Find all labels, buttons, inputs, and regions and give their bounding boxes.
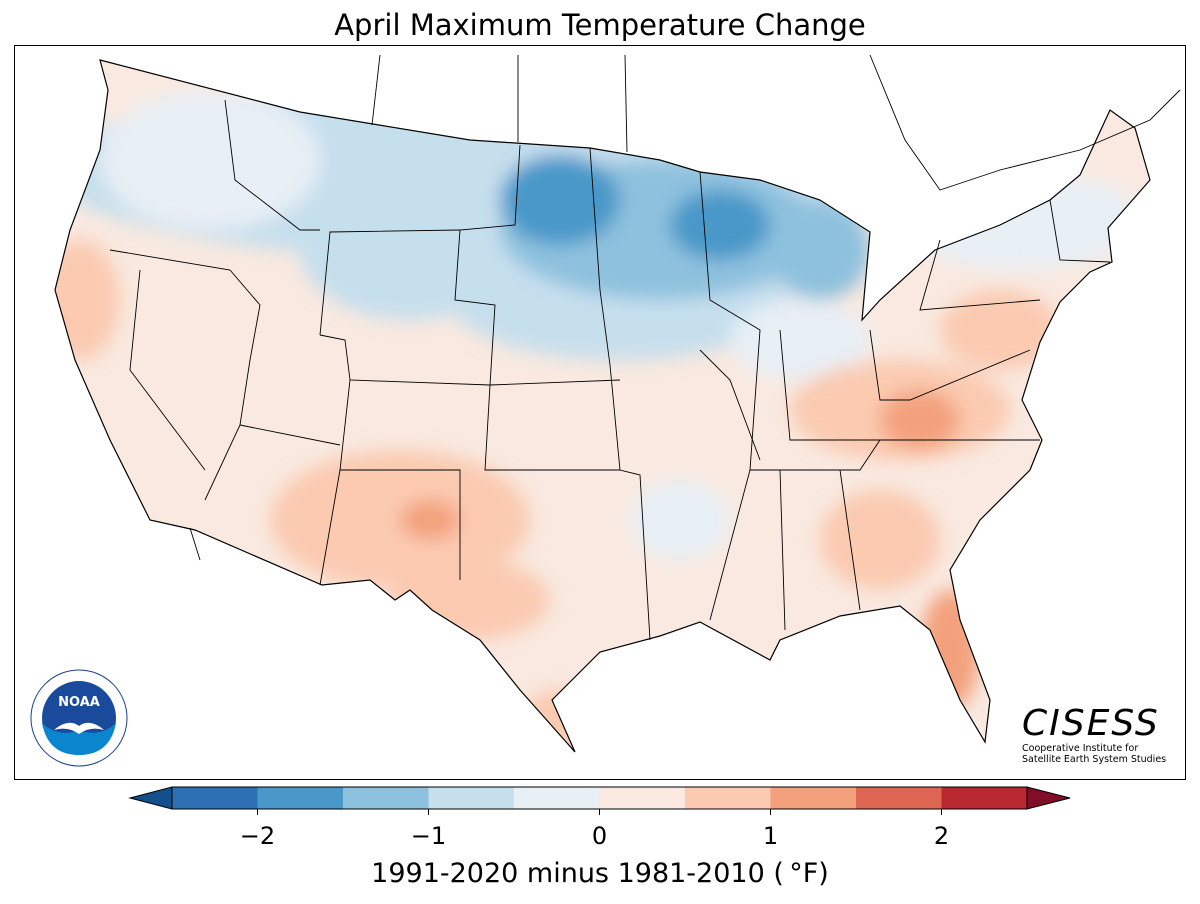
cisess-wordmark: CISESS bbox=[1022, 703, 1160, 744]
map-frame bbox=[14, 45, 1186, 780]
colorbar-tick-label: 1 bbox=[762, 822, 779, 850]
colorbar-bin bbox=[172, 787, 258, 809]
canada-mexico-outlines bbox=[189, 54, 1181, 561]
cisess-logo: CISESS Cooperative Institute for Satelli… bbox=[1022, 703, 1167, 766]
map-title: April Maximum Temperature Change bbox=[334, 8, 866, 42]
state-borders bbox=[109, 99, 1111, 641]
colorbar-bin bbox=[343, 787, 429, 809]
colorbar-tick-label: −1 bbox=[410, 822, 447, 850]
colorbar-tick-label: 2 bbox=[933, 822, 950, 850]
colorbar-bin bbox=[685, 787, 771, 809]
colorbar-tick-label: 0 bbox=[591, 822, 608, 850]
colorbar-bin bbox=[770, 787, 857, 809]
colorbar-bin bbox=[599, 787, 686, 809]
cisess-line1: Cooperative Institute for bbox=[1022, 743, 1139, 754]
colorbar-over-arrow bbox=[1026, 786, 1071, 810]
colorbar-under-arrow bbox=[128, 786, 173, 810]
colorbar-tick-label: −2 bbox=[239, 822, 276, 850]
colorbar-bin bbox=[941, 787, 1028, 809]
colorbar-label: 1991-2020 minus 1981-2010 ( °F) bbox=[371, 858, 829, 889]
cisess-line2: Satellite Earth System Studies bbox=[1022, 754, 1167, 765]
colorbar-bin bbox=[856, 787, 942, 809]
noaa-logo: NOAA bbox=[18, 668, 140, 772]
colorbar-bin bbox=[428, 787, 515, 809]
colorbar-bin bbox=[257, 787, 344, 809]
noaa-wordmark: NOAA bbox=[58, 695, 100, 710]
colorbar-bin bbox=[514, 787, 600, 809]
